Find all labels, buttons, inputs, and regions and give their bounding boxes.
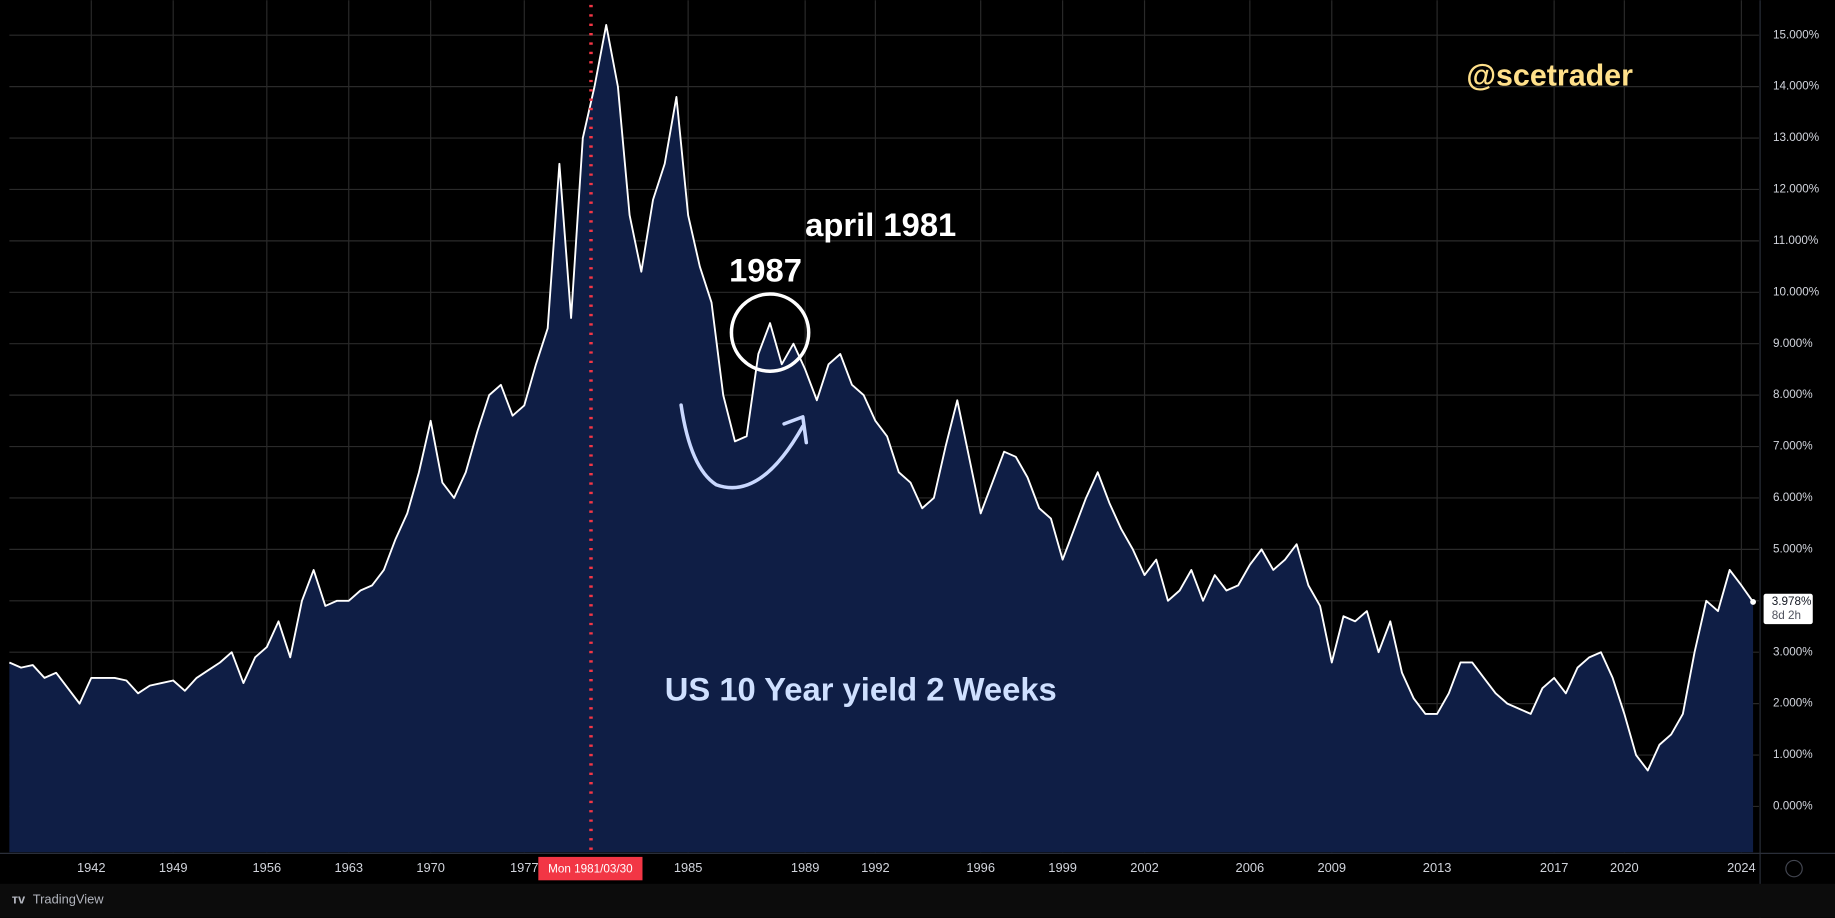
y-tick-label: 14.000% (1773, 80, 1819, 93)
x-tick-label: 1985 (674, 860, 703, 875)
last-price-dot (1750, 598, 1757, 605)
x-tick-label: 1949 (159, 860, 188, 875)
highlight-circle (729, 292, 811, 373)
y-tick-label: 5.000% (1773, 542, 1813, 555)
x-tick-label: 1942 (77, 860, 106, 875)
y-tick-label: 11.000% (1773, 234, 1818, 247)
plot (8, 23, 1757, 853)
y-tick-label: 7.000% (1773, 440, 1813, 453)
x-tick-label: 1956 (253, 860, 282, 875)
last-price-label: 3.978% (1772, 595, 1812, 608)
x-tick-label: 2013 (1423, 860, 1452, 875)
x-tick-label: 1999 (1048, 860, 1077, 875)
y-tick-label: 10.000% (1773, 285, 1819, 298)
x-tick-label: 1989 (791, 860, 820, 875)
y-tick-label: 2.000% (1773, 697, 1813, 710)
area-fill (9, 24, 1754, 853)
x-tick-label: 1996 (966, 860, 995, 875)
footer (0, 883, 1835, 918)
annotation: april 1981 (805, 206, 956, 243)
y-tick-label: 6.000% (1773, 491, 1813, 504)
annotation: 1987 (729, 252, 802, 289)
y-tick-label: 0.000% (1773, 800, 1813, 813)
x-tick-label: 2017 (1540, 860, 1569, 875)
watermark: @scetrader (1466, 59, 1633, 93)
x-tick-label: 2009 (1317, 860, 1346, 875)
line (8, 23, 1754, 772)
y-tick-label: 8.000% (1773, 388, 1813, 401)
x-tick-label: 2024 (1727, 860, 1756, 875)
y-tick-label: 3.000% (1773, 645, 1813, 658)
brand: TradingView (33, 892, 104, 907)
arrow-head (782, 415, 809, 445)
arrow (679, 403, 805, 490)
auto-scale-button[interactable] (1785, 859, 1803, 878)
chart-title: US 10 Year yield 2 Weeks (665, 671, 1057, 708)
x-tick-label: 2002 (1130, 860, 1159, 875)
x-tick-label: 1977 (510, 860, 539, 875)
crosshair-label-bg (538, 856, 643, 881)
x-tick-label: 1992 (861, 860, 890, 875)
brand-icon: ᴛᴠ (12, 892, 26, 907)
x-tick-label: 2006 (1236, 860, 1265, 875)
x-tick-label: 2020 (1610, 860, 1639, 875)
last-price-bg (1763, 593, 1813, 625)
countdown: 8d 2h (1772, 609, 1801, 622)
y-tick-label: 12.000% (1773, 183, 1819, 196)
x-tick-label: 1970 (416, 860, 445, 875)
x-tick-label: 1963 (334, 860, 363, 875)
y-tick-label: 13.000% (1773, 131, 1819, 144)
y-tick-label: 9.000% (1773, 337, 1813, 350)
crosshair-label: Mon 1981/03/30 (548, 862, 633, 875)
y-tick-label: 15.000% (1773, 28, 1819, 41)
y-tick-label: 1.000% (1773, 748, 1813, 761)
